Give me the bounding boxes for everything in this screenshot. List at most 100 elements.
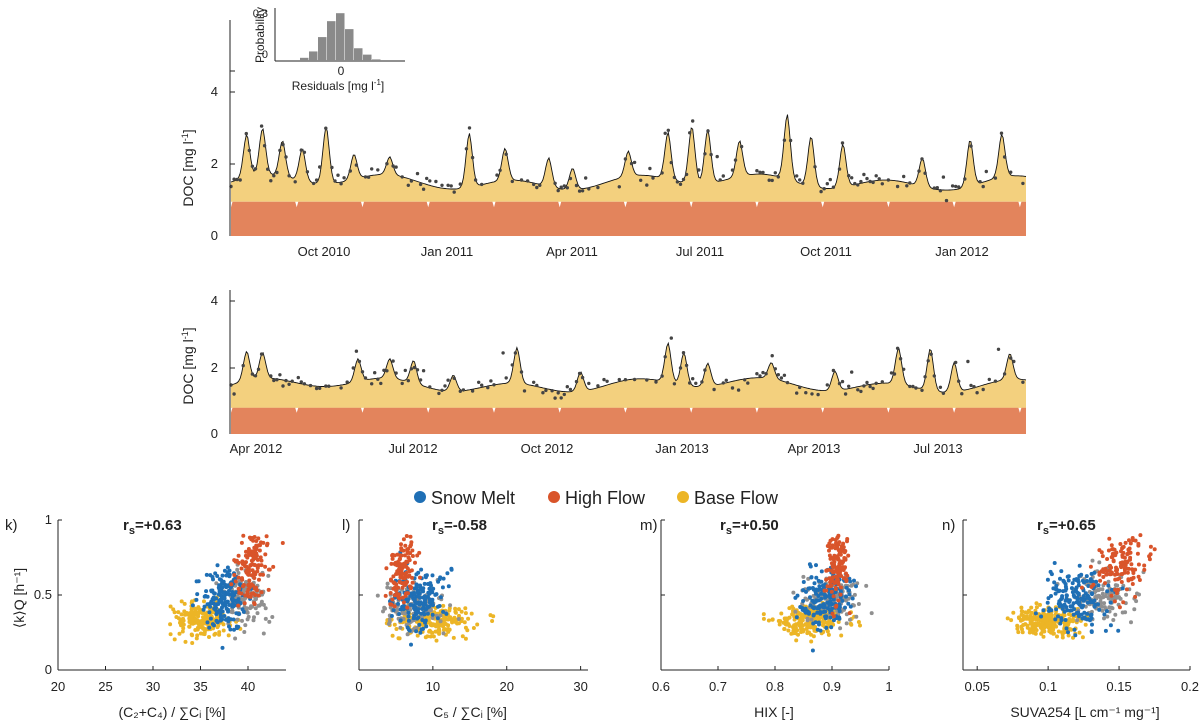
ts-top-panel: 0 2 4 DOC [mg l-1] Oct 2010 Jan 2011 Apr… <box>180 20 1027 259</box>
point-high-flow <box>844 579 849 584</box>
observed-point <box>678 182 683 186</box>
observed-point <box>428 385 432 389</box>
point-snow-melt <box>440 585 445 590</box>
point-high-flow <box>398 553 403 558</box>
point-snow-melt <box>1062 602 1067 607</box>
point-unclassified <box>854 614 859 619</box>
point-high-flow <box>259 558 264 563</box>
point-snow-melt <box>1058 621 1063 626</box>
inset-bar <box>309 51 318 61</box>
ts-top-xtick: Apr 2011 <box>546 244 598 259</box>
observed-point <box>587 187 591 191</box>
point-base-flow <box>809 639 814 644</box>
observed-point <box>577 189 582 193</box>
point-base-flow <box>796 611 801 616</box>
observed-point <box>954 360 958 365</box>
observed-point <box>966 359 970 364</box>
point-unclassified <box>1116 595 1121 600</box>
observed-point <box>773 367 777 371</box>
observed-point <box>241 363 245 368</box>
observed-point <box>421 187 426 191</box>
panel-label-k: k) <box>5 517 18 534</box>
point-unclassified <box>235 617 240 622</box>
observed-point <box>632 377 637 382</box>
observed-point <box>446 378 450 382</box>
point-base-flow <box>201 631 205 636</box>
point-snow-melt <box>1084 574 1089 579</box>
point-snow-melt <box>1072 627 1077 632</box>
point-base-flow <box>779 611 784 616</box>
scatter-k-panel: 0 0.5 1 20 25 30 35 40 k) rs=+0.63 ⟨k⟩Q [h⁻¹] (… <box>5 512 286 720</box>
point-base-flow <box>1048 620 1052 625</box>
point-snow-melt <box>1053 617 1058 622</box>
point-snow-melt <box>235 626 240 631</box>
observed-point <box>394 371 398 375</box>
point-high-flow <box>843 556 848 561</box>
point-base-flow <box>195 626 200 630</box>
ts-bottom-xtick: Jul 2013 <box>913 441 962 456</box>
point-snow-melt <box>194 579 199 584</box>
observed-point <box>470 389 475 393</box>
point-snow-melt <box>1071 593 1076 598</box>
point-snow-melt <box>827 602 832 607</box>
point-base-flow <box>443 622 448 626</box>
point-snow-melt <box>824 625 829 630</box>
observed-point <box>596 185 600 190</box>
observed-point <box>669 336 673 340</box>
observed-point <box>932 186 936 190</box>
model-upper-area <box>231 343 1026 408</box>
point-snow-melt <box>807 562 812 567</box>
point-high-flow <box>1128 541 1133 546</box>
scatter-k-points: 0 0.5 1 20 25 30 35 40 <box>34 512 286 694</box>
point-snow-melt <box>1039 614 1044 619</box>
point-high-flow <box>1105 557 1110 561</box>
observed-point <box>437 391 441 396</box>
observed-point <box>580 375 585 380</box>
point-unclassified <box>381 609 385 614</box>
observed-point <box>926 359 930 363</box>
point-high-flow <box>240 562 245 566</box>
point-base-flow <box>221 622 226 627</box>
point-base-flow <box>766 618 771 623</box>
point-snow-melt <box>412 597 417 602</box>
observed-point <box>278 148 282 153</box>
observed-point <box>269 374 273 378</box>
point-snow-melt <box>210 601 215 606</box>
observed-point <box>975 391 979 395</box>
point-unclassified <box>1075 618 1080 623</box>
point-base-flow <box>1083 622 1088 627</box>
observed-point <box>923 171 927 175</box>
point-unclassified <box>245 610 250 615</box>
observed-point <box>385 369 389 373</box>
point-snow-melt <box>431 586 436 591</box>
point-unclassified <box>855 581 860 586</box>
panel-label-m: m) <box>640 517 658 534</box>
point-base-flow <box>465 628 470 633</box>
point-base-flow <box>463 606 468 611</box>
point-high-flow <box>244 568 249 573</box>
observed-point <box>935 186 939 190</box>
point-high-flow <box>829 579 834 584</box>
observed-point <box>981 184 985 189</box>
point-high-flow <box>824 568 829 573</box>
point-high-flow <box>1103 581 1107 586</box>
observed-point <box>660 374 664 378</box>
point-base-flow <box>1034 605 1039 610</box>
point-snow-melt <box>1072 607 1077 612</box>
observed-point <box>1009 356 1013 360</box>
point-base-flow <box>856 620 861 624</box>
point-base-flow <box>195 633 200 638</box>
point-snow-melt <box>818 610 823 614</box>
observed-point <box>425 176 429 181</box>
point-base-flow <box>1060 632 1065 637</box>
point-high-flow <box>1128 555 1133 560</box>
observed-point <box>587 381 591 386</box>
observed-point <box>917 169 921 173</box>
observed-point <box>467 126 472 130</box>
observed-point <box>510 179 514 184</box>
observed-point <box>779 376 784 380</box>
point-high-flow <box>1129 562 1134 567</box>
observed-point <box>840 141 845 145</box>
observed-point <box>363 376 368 380</box>
point-snow-melt <box>810 648 815 653</box>
